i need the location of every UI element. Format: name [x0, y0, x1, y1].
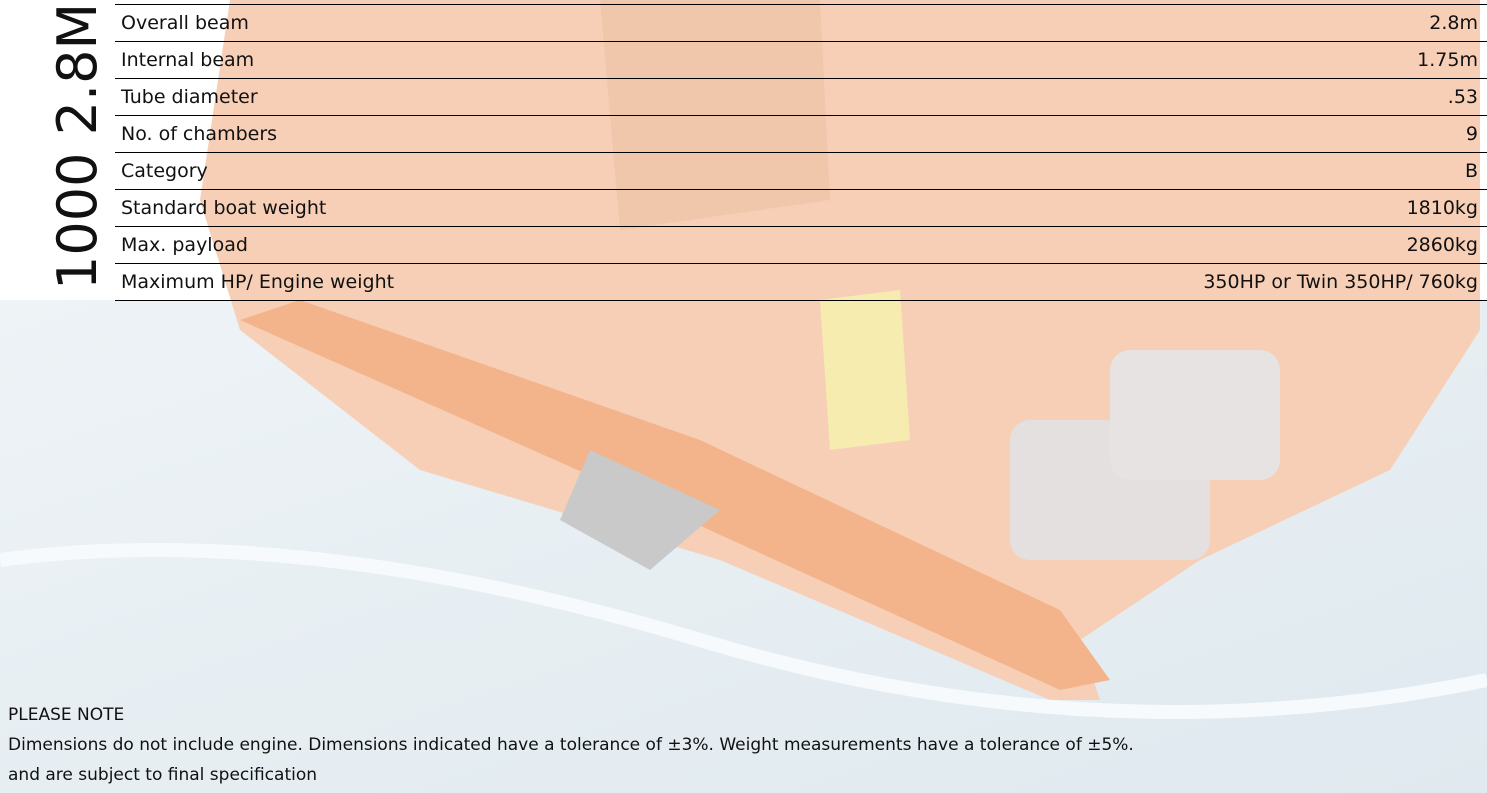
- spec-value: 350HP or Twin 350HP/ 760kg: [1203, 271, 1478, 293]
- spec-value: 2.8m: [1429, 12, 1478, 34]
- spec-row: No. of chambers 9: [115, 116, 1487, 153]
- spec-row: Tube diameter .53: [115, 79, 1487, 116]
- spec-row: Maximum HP/ Engine weight 350HP or Twin 3…: [115, 264, 1487, 301]
- side-title: 1000 2.8M B: [46, 0, 110, 290]
- spec-value: 2860kg: [1407, 234, 1478, 256]
- spec-row: Max. payload 2860kg: [115, 227, 1487, 264]
- note-line: and are subject to final specification: [8, 760, 1134, 790]
- spec-value: B: [1465, 160, 1478, 182]
- spec-row: Internal beam 1.75m: [115, 42, 1487, 79]
- note: PLEASE NOTE Dimensions do not include en…: [8, 700, 1134, 790]
- spec-value: .53: [1448, 86, 1478, 108]
- note-heading: PLEASE NOTE: [8, 700, 1134, 730]
- spec-label: Internal beam: [121, 49, 254, 71]
- spec-row: Overall beam 2.8m: [115, 5, 1487, 42]
- note-line: Dimensions do not include engine. Dimens…: [8, 730, 1134, 760]
- spec-table: Overall beam 2.8m Internal beam 1.75m Tube d…: [115, 4, 1487, 301]
- spec-label: No. of chambers: [121, 123, 277, 145]
- spec-label: Overall beam: [121, 12, 249, 34]
- spec-row: Category B: [115, 153, 1487, 190]
- spec-label: Tube diameter: [121, 86, 258, 108]
- spec-label: Max. payload: [121, 234, 248, 256]
- spec-value: 1810kg: [1407, 197, 1478, 219]
- note-body: Dimensions do not include engine. Dimens…: [8, 730, 1134, 790]
- spec-label: Category: [121, 160, 208, 182]
- spec-label: Standard boat weight: [121, 197, 326, 219]
- spec-row: Standard boat weight 1810kg: [115, 190, 1487, 227]
- spec-label: Maximum HP/ Engine weight: [121, 271, 394, 293]
- spec-value: 9: [1466, 123, 1478, 145]
- page: 1000 2.8M B Overall beam 2.8m Internal bea…: [0, 0, 1487, 793]
- spec-value: 1.75m: [1417, 49, 1478, 71]
